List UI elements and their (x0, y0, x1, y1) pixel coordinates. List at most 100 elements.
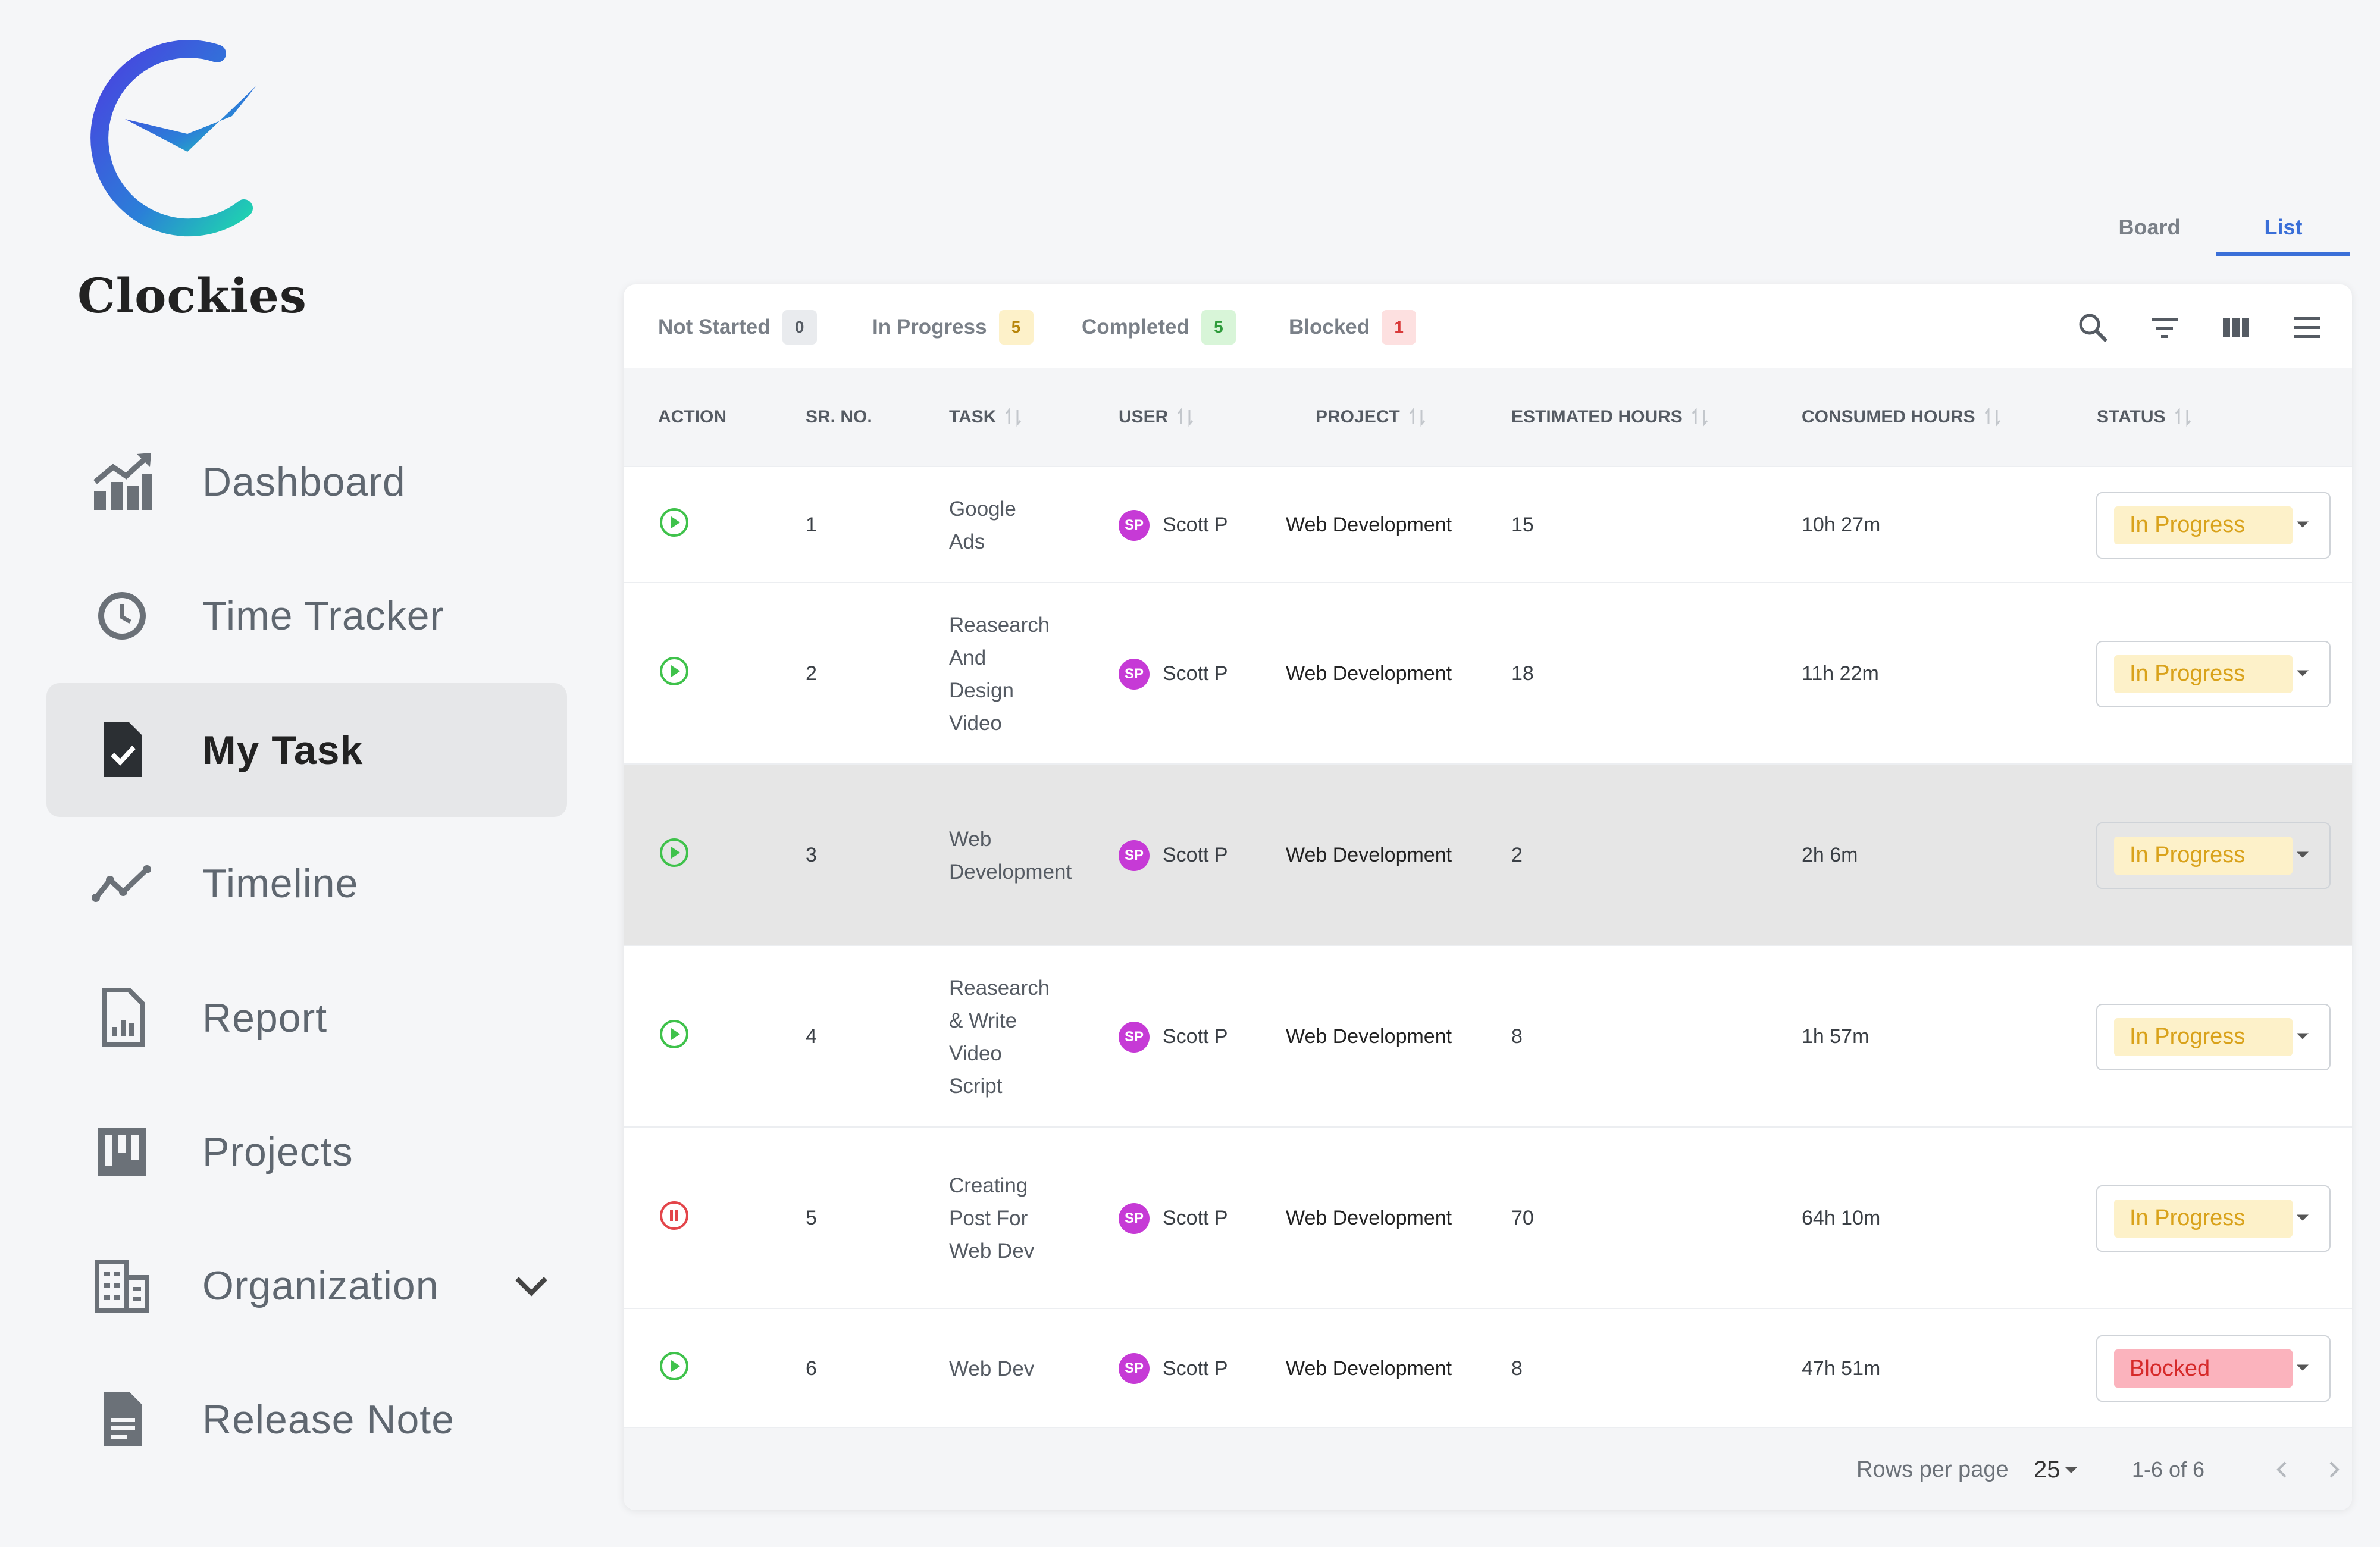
prev-page-button[interactable] (2261, 1449, 2303, 1490)
sidebar-item-release-note[interactable]: Release Note (46, 1352, 567, 1486)
density-menu-icon[interactable] (2287, 307, 2328, 349)
sidebar-item-time-tracker[interactable]: Time Tracker (46, 549, 567, 682)
sidebar-item-label: My Task (202, 727, 364, 773)
project-name: Web Development (1286, 1357, 1452, 1380)
play-circle-icon (658, 837, 690, 874)
status-badge: In Progress (2114, 506, 2293, 544)
user-name: Scott P (1163, 513, 1228, 536)
task-name: Web Development (949, 765, 1104, 946)
play-button[interactable] (658, 583, 690, 765)
sidebar-item-my-task[interactable]: My Task (46, 683, 567, 817)
column-header-estimated-hours[interactable]: ESTIMATED HOURS (1511, 368, 1709, 466)
play-button[interactable] (658, 1309, 690, 1428)
sidebar-item-dashboard[interactable]: Dashboard (46, 415, 567, 549)
user-name: Scott P (1163, 1357, 1228, 1380)
view-toggle: Board List (2082, 202, 2356, 256)
play-button[interactable] (658, 467, 690, 583)
filter-icon[interactable] (2144, 307, 2185, 349)
columns-icon[interactable] (2215, 307, 2257, 349)
table-row[interactable]: 5 Creating Post For Web Dev SP Scott P Web Dev… (624, 1126, 2352, 1309)
pause-button[interactable] (658, 1128, 690, 1309)
consumed-hours: 47h 51m (1802, 1357, 1881, 1380)
clock-icon (89, 583, 155, 649)
filter-count-badge: 1 (1382, 310, 1417, 345)
consumed-hours: 2h 6m (1802, 844, 1858, 866)
chevron-down-icon[interactable] (508, 1262, 555, 1310)
column-header-task[interactable]: TASK (949, 368, 1022, 466)
status-badge: Blocked (2114, 1349, 2293, 1388)
sr-no: 1 (806, 513, 817, 536)
avatar: SP (1119, 1202, 1150, 1234)
table-header: ACTION SR. NO. TASK USER PROJECT ESTIMAT… (624, 368, 2352, 466)
tab-board[interactable]: Board (2118, 215, 2181, 239)
column-header-status[interactable]: STATUS (2097, 368, 2192, 466)
task-name: Google Ads (949, 467, 1104, 583)
task-name-line: Script (949, 1074, 1003, 1098)
app-logo[interactable]: Clockies (77, 30, 306, 324)
tab-list[interactable]: List (2216, 202, 2350, 256)
sidebar-item-label: Timeline (202, 860, 359, 906)
app-name: Clockies (77, 268, 307, 324)
sidebar-item-report[interactable]: Report (46, 951, 567, 1085)
play-button[interactable] (658, 765, 690, 946)
table-row[interactable]: 2 Reasearch And Design Video SP Scott P Web Dev… (624, 582, 2352, 765)
status-select[interactable]: Blocked (2096, 1335, 2331, 1402)
task-name-line: Google (949, 497, 1016, 521)
user-cell: SP Scott P (1119, 467, 1228, 583)
status-filter-bar: Not Started 0 In Progress 5 Completed 5 … (624, 284, 2352, 368)
filter-in-progress[interactable]: In Progress 5 (872, 308, 1034, 346)
consumed-hours: 1h 57m (1802, 1025, 1869, 1048)
project-name: Web Development (1286, 662, 1452, 685)
task-name-line: Reasearch (949, 613, 1050, 637)
play-button[interactable] (658, 946, 690, 1128)
sort-icon[interactable] (2174, 406, 2192, 428)
sort-icon[interactable] (1176, 406, 1194, 428)
rows-per-page-value: 25 (2034, 1456, 2060, 1483)
column-header-project[interactable]: PROJECT (1316, 368, 1426, 466)
sidebar-item-projects[interactable]: Projects (46, 1085, 567, 1219)
filter-completed[interactable]: Completed 5 (1082, 308, 1236, 346)
sidebar-item-label: Report (202, 995, 328, 1041)
user-cell: SP Scott P (1119, 1128, 1228, 1309)
user-name: Scott P (1163, 1207, 1228, 1229)
rows-per-page-label: Rows per page (1856, 1457, 2009, 1482)
filter-blocked[interactable]: Blocked 1 (1289, 308, 1417, 346)
task-name-line: Ads (949, 530, 985, 553)
next-page-button[interactable] (2313, 1449, 2352, 1490)
task-name-line: Video (949, 1041, 1002, 1065)
table-row[interactable]: 3 Web Development SP Scott P Web Development 2… (624, 763, 2352, 946)
search-icon[interactable] (2072, 307, 2114, 349)
rows-per-page-select[interactable]: 25 (2034, 1428, 2082, 1510)
timeline-icon (89, 851, 155, 916)
table-row[interactable]: 6 Web Dev SP Scott P Web Development 8 47h 51m… (624, 1308, 2352, 1428)
table-row[interactable]: 4 Reasearch & Write Video Script SP Scott P Web… (624, 945, 2352, 1128)
status-badge: In Progress (2114, 654, 2293, 693)
sort-icon[interactable] (1004, 406, 1022, 428)
user-name: Scott P (1163, 844, 1228, 866)
table-row[interactable]: 1 Google Ads SP Scott P Web Development 15 10h … (624, 466, 2352, 583)
column-header-user[interactable]: USER (1119, 368, 1194, 466)
sort-icon[interactable] (1691, 406, 1709, 428)
status-select[interactable]: In Progress (2096, 1003, 2331, 1070)
task-name-line: Development (949, 860, 1072, 884)
filter-not-started[interactable]: Not Started 0 (658, 308, 817, 346)
sidebar-item-label: Time Tracker (202, 593, 444, 638)
user-cell: SP Scott P (1119, 765, 1228, 946)
status-select[interactable]: In Progress (2096, 1185, 2331, 1252)
status-select[interactable]: In Progress (2096, 491, 2331, 559)
status-select[interactable]: In Progress (2096, 640, 2331, 707)
estimated-hours: 8 (1511, 1357, 1523, 1380)
avatar: SP (1119, 1021, 1150, 1053)
sort-icon[interactable] (1984, 406, 2002, 428)
column-header-consumed-hours[interactable]: CONSUMED HOURS (1802, 368, 2002, 466)
caret-down-icon (2293, 1207, 2313, 1230)
task-name-line: Web Dev (949, 1357, 1035, 1380)
status-select[interactable]: In Progress (2096, 822, 2331, 889)
sidebar-item-organization[interactable]: Organization (46, 1219, 567, 1352)
avatar: SP (1119, 509, 1150, 541)
sidebar-item-timeline[interactable]: Timeline (46, 816, 567, 950)
sr-no: 4 (806, 1025, 817, 1048)
play-circle-icon (658, 1018, 690, 1056)
sort-icon[interactable] (1408, 406, 1426, 428)
task-name: Reasearch & Write Video Script (949, 946, 1104, 1128)
